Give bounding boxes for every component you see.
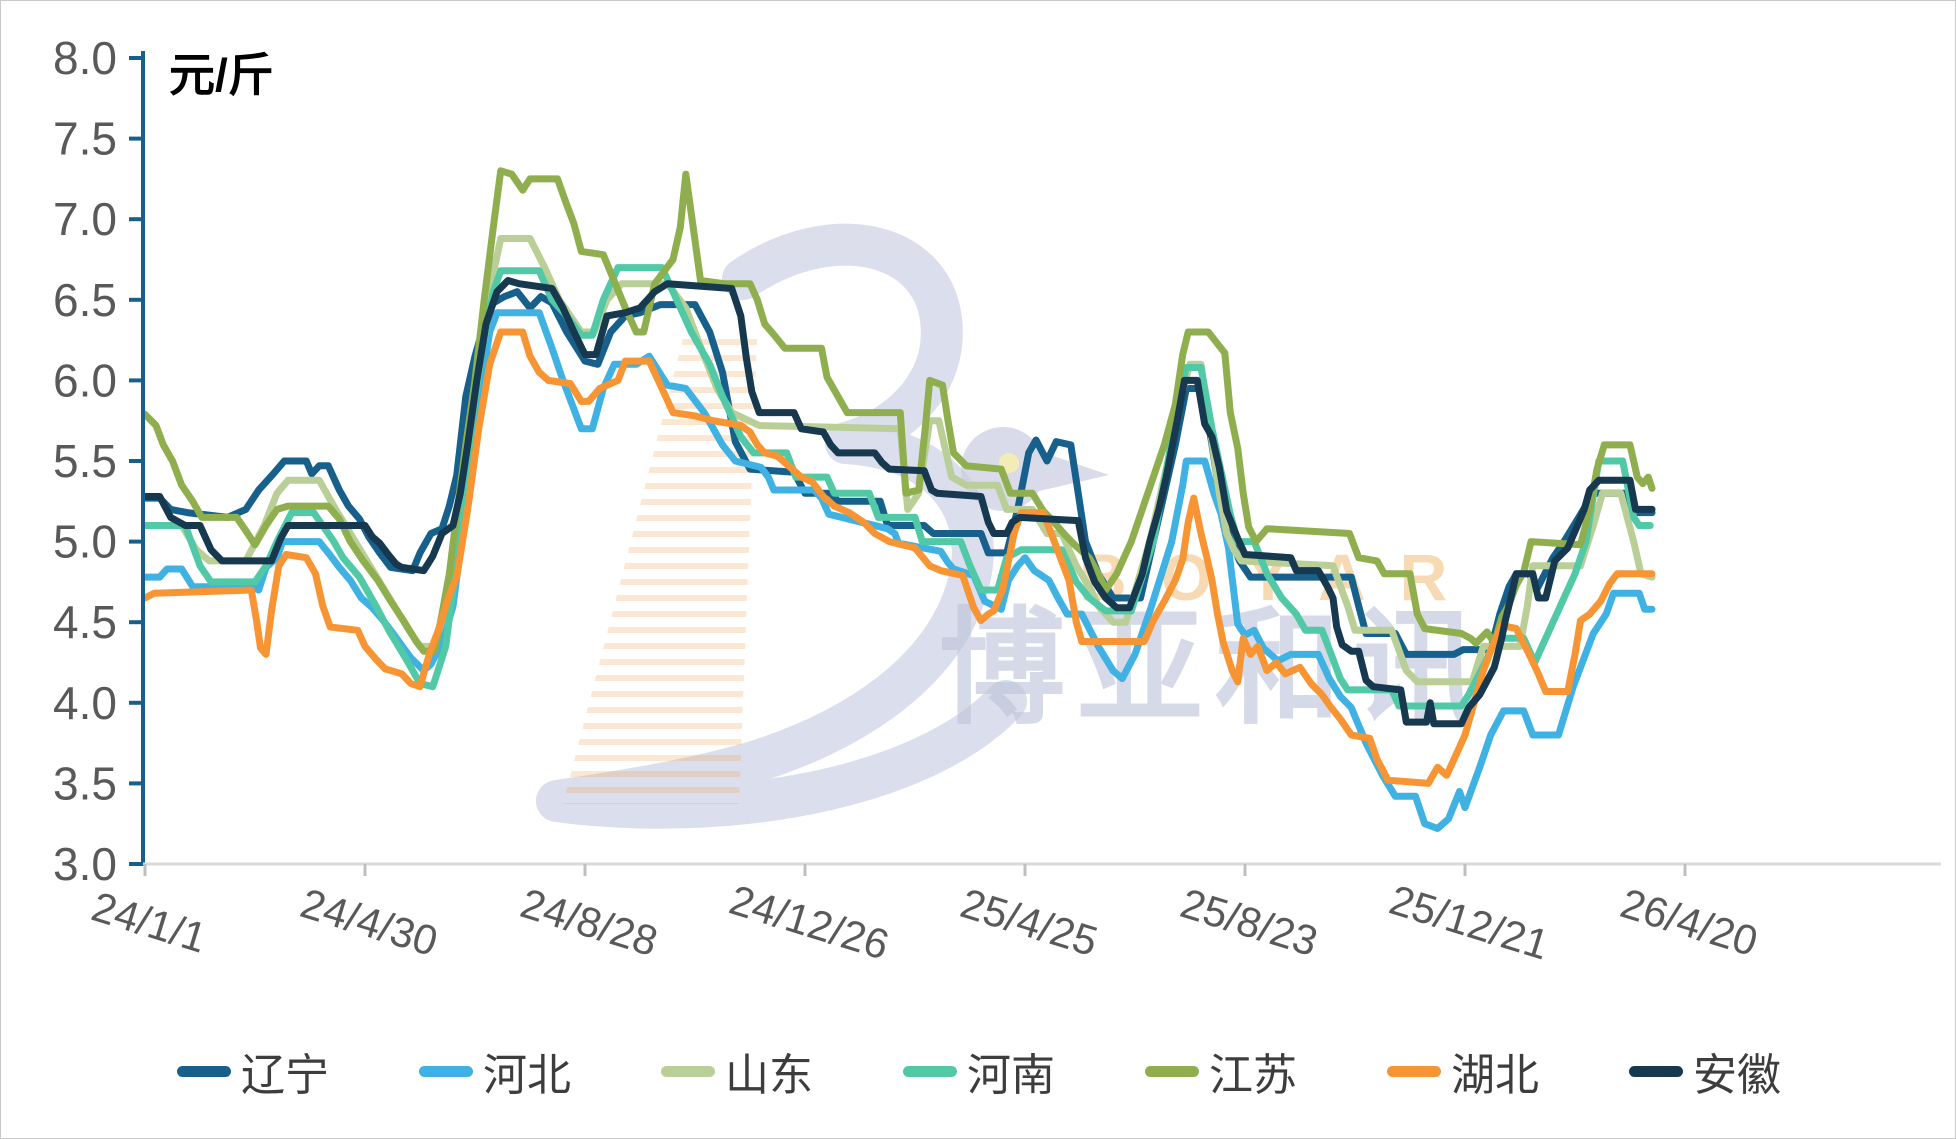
x-axis-tick-label: 25/12/21 [1384, 876, 1554, 969]
legend-label-hubei: 湖北 [1451, 1051, 1539, 1100]
series-line-shandong [141, 235, 1656, 686]
y-axis-tick-label: 4.0 [53, 677, 117, 729]
y-axis-tick-label: 5.0 [53, 516, 117, 568]
legend-label-shandong: 山东 [725, 1051, 813, 1100]
y-axis-tick-label: 3.0 [53, 838, 117, 890]
y-axis-tick-label: 7.0 [53, 193, 117, 245]
y-axis-tick-label: 6.0 [53, 354, 117, 406]
legend-item-liaoning: 辽宁 [177, 1039, 329, 1103]
legend-label-liaoning: 辽宁 [241, 1051, 329, 1100]
legend-item-hubei: 湖北 [1387, 1039, 1539, 1103]
x-axis-tick-label: 24/1/1 [87, 883, 212, 962]
legend-swatch-liaoning [177, 1065, 231, 1077]
legend-swatch-anhui [1629, 1065, 1683, 1077]
series-line-henan [141, 264, 1654, 710]
legend-swatch-henan [903, 1065, 957, 1077]
y-axis-tick-label: 6.5 [53, 274, 117, 326]
legend-swatch-shandong [661, 1065, 715, 1077]
y-axis-unit-label: 元/斤 [169, 49, 274, 101]
x-axis-tick-label: 26/4/20 [1615, 879, 1763, 965]
legend-swatch-hubei [1387, 1065, 1441, 1077]
legend-label-anhui: 安徽 [1693, 1051, 1781, 1100]
legend-label-henan: 河南 [967, 1051, 1055, 1100]
x-axis-tick-label: 24/8/28 [515, 879, 663, 965]
legend-label-jiangsu: 江苏 [1209, 1051, 1297, 1100]
legend-item-shandong: 山东 [661, 1039, 813, 1103]
x-axis-tick-label: 24/4/30 [295, 879, 443, 965]
series-line-jiangsu [141, 167, 1656, 655]
y-axis-tick-label: 3.5 [53, 757, 117, 809]
legend-item-henan: 河南 [903, 1039, 1055, 1103]
series-line-anhui [141, 277, 1656, 728]
x-axis-tick-label: 25/4/25 [955, 879, 1103, 965]
y-axis-tick-label: 5.5 [53, 435, 117, 487]
y-axis-tick-label: 8.0 [53, 32, 117, 84]
legend-label-hebei: 河北 [483, 1051, 571, 1100]
x-axis-tick-label: 25/8/23 [1175, 879, 1323, 965]
y-axis-tick-label: 4.5 [53, 596, 117, 648]
legend-item-jiangsu: 江苏 [1145, 1039, 1297, 1103]
legend-item-anhui: 安徽 [1629, 1039, 1781, 1103]
legend-item-hebei: 河北 [419, 1039, 571, 1103]
legend-swatch-jiangsu [1145, 1065, 1199, 1077]
legend-swatch-hebei [419, 1065, 473, 1077]
legend: 辽宁 河北 山东 河南 江苏 湖北 安徽 [1, 1039, 1955, 1103]
y-axis-tick-label: 7.5 [53, 113, 117, 165]
x-axis-tick-label: 24/12/26 [724, 876, 894, 969]
series-line-hubei [141, 328, 1656, 787]
